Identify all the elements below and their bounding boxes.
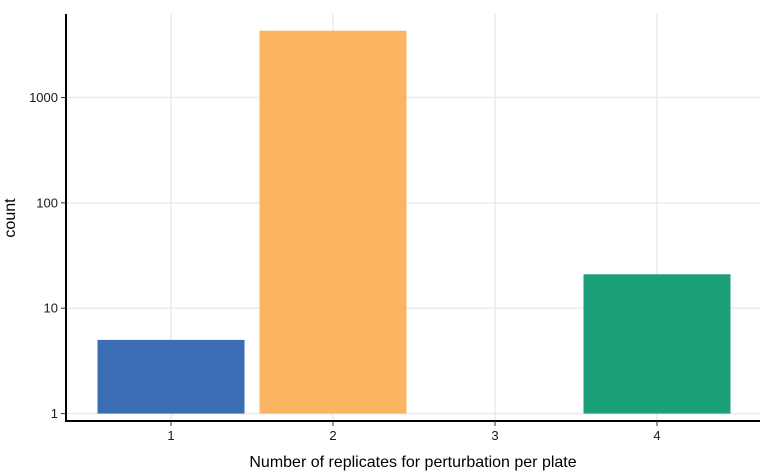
bar-1 bbox=[97, 339, 245, 414]
bar-4 bbox=[583, 274, 731, 414]
x-axis-title: Number of replicates for perturbation pe… bbox=[249, 454, 576, 471]
y-tick-label: 1 bbox=[51, 406, 58, 421]
x-tick-label: 4 bbox=[653, 428, 660, 443]
bars bbox=[97, 30, 731, 414]
y-tick-label: 1000 bbox=[29, 90, 58, 105]
x-axis-ticks: 1 2 3 4 bbox=[167, 421, 661, 443]
axes bbox=[65, 14, 760, 422]
x-tick-label: 1 bbox=[167, 428, 174, 443]
y-axis-title: count bbox=[2, 198, 19, 238]
y-tick-label: 10 bbox=[44, 301, 58, 316]
x-tick-label: 3 bbox=[491, 428, 498, 443]
x-tick-label: 2 bbox=[329, 428, 336, 443]
bar-2 bbox=[259, 30, 407, 414]
y-tick-label: 100 bbox=[36, 195, 58, 210]
y-axis-ticks: 1 10 100 1000 bbox=[29, 90, 66, 421]
